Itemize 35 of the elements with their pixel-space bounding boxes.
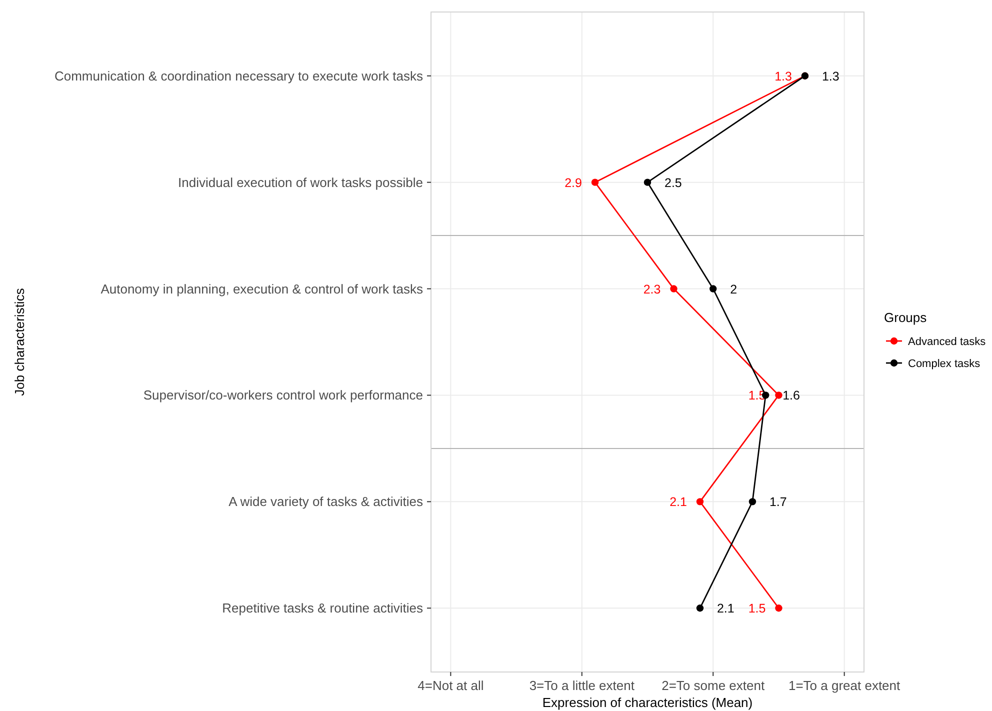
y-tick-label: Repetitive tasks & routine activities	[222, 600, 424, 616]
point	[696, 604, 704, 612]
data-label: 1.3	[774, 69, 792, 84]
legend-label: Complex tasks	[908, 358, 981, 370]
point	[775, 392, 782, 399]
y-tick-label: Individual execution of work tasks possible	[178, 174, 423, 190]
y-tick-label: A wide variety of tasks & activities	[228, 494, 424, 510]
point	[748, 498, 756, 506]
data-label: 2.5	[664, 176, 682, 190]
point	[644, 178, 652, 186]
point	[591, 178, 599, 186]
legend-label: Advanced tasks	[908, 336, 986, 348]
data-label: 1.6	[782, 388, 800, 403]
point	[670, 285, 678, 292]
x-tick-label: 4=Not at all	[418, 678, 484, 693]
point	[775, 604, 782, 612]
x-tick-label: 3=To a little extent	[529, 678, 635, 693]
data-label: 1.7	[769, 495, 787, 510]
y-tick-label: Supervisor/co-workers control work performance	[143, 388, 423, 403]
data-label: 2.9	[564, 176, 582, 190]
x-tick-label: 2=To some extent	[662, 678, 765, 693]
data-label: 2	[730, 282, 738, 296]
x-axis-title: Expression of characteristics (Mean)	[542, 695, 753, 710]
y-tick-label: Communication & coordination necessary to execute work tasks	[54, 68, 424, 84]
data-label: 1.5	[748, 602, 766, 616]
point	[696, 498, 704, 506]
legend-title: Groups	[884, 310, 928, 325]
x-tick-label: 1=To a great extent	[788, 678, 901, 693]
data-label: 2.3	[643, 282, 661, 296]
data-label: 1.3	[822, 69, 840, 84]
data-label: 2.1	[670, 495, 688, 510]
y-tick-label: Autonomy in planning, execution & control of work tasks	[100, 281, 424, 296]
y-axis-title: Job characteristics	[12, 288, 27, 396]
data-label: 2.1	[716, 602, 734, 616]
point	[710, 285, 717, 292]
